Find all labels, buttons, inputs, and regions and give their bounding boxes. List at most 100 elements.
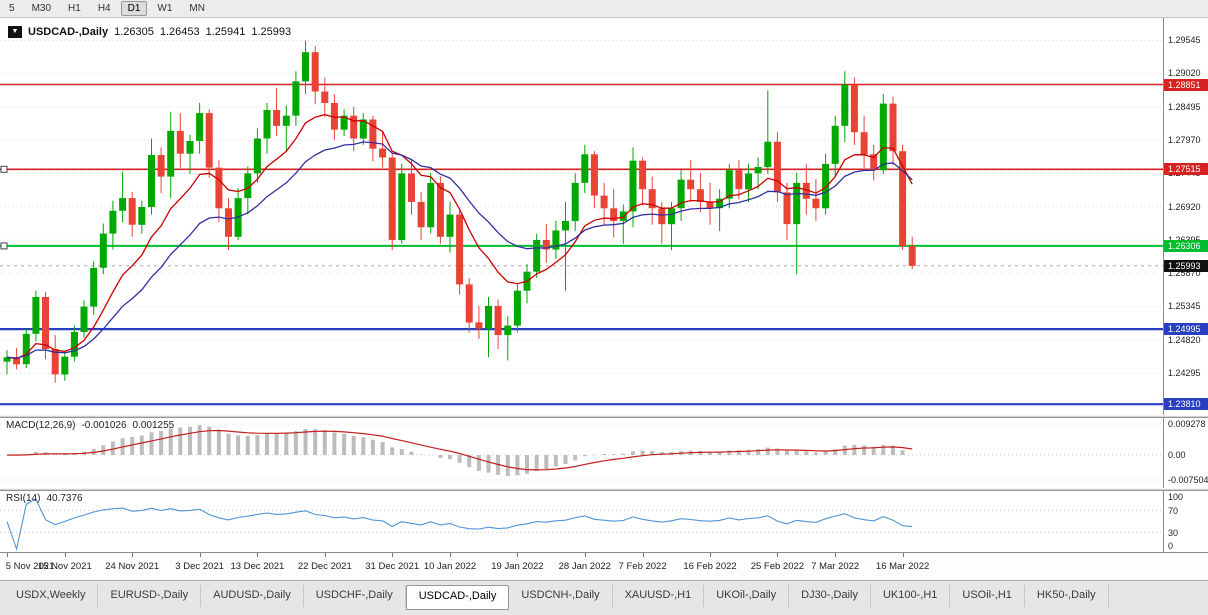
ohlc-high: 1.26453 [159, 26, 200, 38]
ohlc-close: 1.25993 [251, 26, 292, 38]
price-tick-label: 1.24820 [1168, 334, 1201, 345]
date-axis-label: 16 Feb 2022 [683, 561, 737, 572]
date-axis-label: 7 Mar 2022 [811, 561, 860, 572]
rsi-title: RSI(14) [6, 493, 41, 504]
timeframe-button-d1[interactable]: D1 [120, 1, 148, 16]
chart-tab-ukoil-daily[interactable]: UKOil-,Daily [704, 585, 790, 607]
timeframe-button-5[interactable]: 5 [9, 3, 15, 14]
timeframe-button-m30[interactable]: M30 [31, 3, 52, 14]
macd-histogram [14, 425, 915, 477]
price-tick-label: 1.25870 [1168, 268, 1201, 279]
ma-10-line [6, 113, 913, 360]
main-chart-panel: 1.295451.290201.284951.279701.274451.269… [0, 18, 1208, 415]
chart-tab-usdcnh-daily[interactable]: USDCNH-,Daily [509, 585, 613, 607]
panel-splitter[interactable] [0, 415, 1208, 418]
level-price-label: 1.28851 [1164, 78, 1208, 91]
date-tick [132, 553, 134, 557]
date-axis-label: 15 Nov 2021 [37, 561, 92, 572]
timeframe-button-w1[interactable]: W1 [157, 3, 173, 14]
chart-tab-usoil-h1[interactable]: USOil-,H1 [950, 585, 1025, 607]
price-tick-label: 1.25345 [1168, 301, 1201, 312]
macd-chart-canvas[interactable] [0, 418, 1163, 488]
level-price-label: 1.23810 [1164, 398, 1208, 411]
chart-tab-hk50-daily[interactable]: HK50-,Daily [1025, 585, 1109, 607]
timeframe-button-h1[interactable]: H1 [68, 3, 81, 14]
date-axis-label: 13 Dec 2021 [230, 561, 285, 572]
rsi-scale-label: 70 [1168, 505, 1179, 516]
rsi-line [6, 498, 913, 552]
macd-title: MACD(12,26,9) [6, 420, 76, 431]
macd-axis[interactable]: 0.009278 0.00 -0.007504 [1163, 418, 1208, 488]
date-tick [324, 553, 326, 557]
price-tick-label: 1.26920 [1168, 201, 1201, 212]
date-tick [7, 553, 8, 557]
price-axis[interactable]: 1.295451.290201.284951.279701.274451.269… [1163, 18, 1208, 415]
chart-tab-bar: USDX,Weekly EURUSD-,Daily AUDUSD-,Daily USD… [0, 580, 1208, 615]
date-tick [64, 553, 66, 557]
panel-splitter[interactable] [0, 488, 1208, 491]
chart-tab-dj30-daily[interactable]: DJ30-,Daily [789, 585, 871, 607]
date-tick [392, 553, 394, 557]
price-tick-label: 1.28495 [1168, 101, 1201, 112]
rsi-chart-canvas[interactable] [0, 491, 1163, 552]
date-axis-label: 5 Nov 2021 [5, 561, 55, 572]
rsi-axis[interactable]: 100 70 30 0 [1163, 491, 1208, 552]
timeframe-button-h4[interactable]: H4 [97, 3, 111, 14]
date-tick [199, 553, 201, 557]
date-axis-label: 16 Mar 2022 [875, 561, 930, 572]
rsi-scale-label: 30 [1168, 527, 1179, 538]
price-tick-label: 1.27970 [1168, 134, 1201, 145]
date-tick [777, 553, 779, 557]
chart-tab-usdcad-daily[interactable]: USDCAD-,Daily [405, 585, 510, 610]
moving-average-lines [6, 113, 913, 360]
macd-value: -0.001026 [81, 420, 127, 431]
date-tick [257, 553, 259, 557]
date-axis-label: 3 Dec 2021 [175, 561, 224, 572]
price-tick-label: 1.29020 [1168, 68, 1201, 79]
candles [3, 40, 916, 383]
price-tick-label: 1.26395 [1168, 235, 1201, 246]
timeframe-button-mn[interactable]: MN [189, 3, 205, 14]
date-axis-label: 19 Jan 2022 [491, 561, 544, 572]
chart-tab-usdchf-daily[interactable]: USDCHF-,Daily [304, 585, 406, 607]
grid-lines [0, 40, 1163, 408]
price-tick-label: 1.24295 [1168, 368, 1201, 378]
chart-title-bar: ▼ USDCAD-,Daily 1.26305 1.26453 1.25941 … [8, 26, 291, 38]
macd-scale-label: 0.00 [1168, 450, 1186, 460]
price-tick-label: 1.29545 [1168, 35, 1201, 45]
time-axis[interactable]: 5 Nov 2021 15 Nov 2021 24 Nov 2021 3 Dec 20… [0, 552, 1208, 580]
current-price-label: 1.25993 [1164, 259, 1208, 272]
macd-scale-label: 0.009278 [1168, 419, 1206, 429]
chart-tab-audusd-daily[interactable]: AUDUSD-,Daily [201, 585, 304, 607]
chart-tab-uk100-h1[interactable]: UK100-,H1 [871, 585, 951, 607]
date-axis-label: 28 Jan 2022 [558, 561, 611, 572]
macd-header: MACD(12,26,9) -0.001026 0.001255 [6, 420, 174, 431]
macd-signal-value: 0.001255 [132, 420, 175, 431]
ohlc-low: 1.25941 [205, 26, 246, 38]
macd-scale-label: -0.007504 [1168, 475, 1208, 485]
level-price-label: 1.27515 [1164, 163, 1208, 176]
rsi-value: 40.7376 [46, 493, 83, 504]
rsi-header: RSI(14) 40.7376 [6, 493, 83, 504]
timeframe-toolbar: 5 M30 H1 H4 D1 W1 MN [0, 0, 1208, 18]
ma-20-line [6, 141, 913, 359]
macd-signal-line [6, 429, 913, 471]
chart-tab-xauusd-h1[interactable]: XAUUSD-,H1 [613, 585, 705, 607]
level-price-label: 1.26306 [1164, 239, 1208, 252]
date-axis-label: 31 Dec 2021 [365, 561, 420, 572]
date-tick [584, 553, 586, 557]
macd-panel: 0.009278 0.00 -0.007504 MACD(12,26,9) -0.0… [0, 418, 1208, 488]
date-tick [642, 553, 644, 557]
date-tick [710, 553, 711, 557]
date-tick [517, 553, 519, 557]
chart-tab-eurusd-daily[interactable]: EURUSD-,Daily [98, 585, 202, 607]
date-tick [450, 553, 451, 557]
date-axis-label: 24 Nov 2021 [105, 561, 160, 572]
rsi-scale-label: 100 [1168, 492, 1184, 502]
chart-symbol-period: USDCAD-,Daily [28, 26, 109, 38]
main-chart-canvas[interactable] [0, 18, 1163, 415]
date-tick [835, 553, 837, 557]
symbol-dropdown-icon[interactable]: ▼ [8, 26, 22, 38]
chart-tab-usdx-weekly[interactable]: USDX,Weekly [4, 585, 99, 607]
